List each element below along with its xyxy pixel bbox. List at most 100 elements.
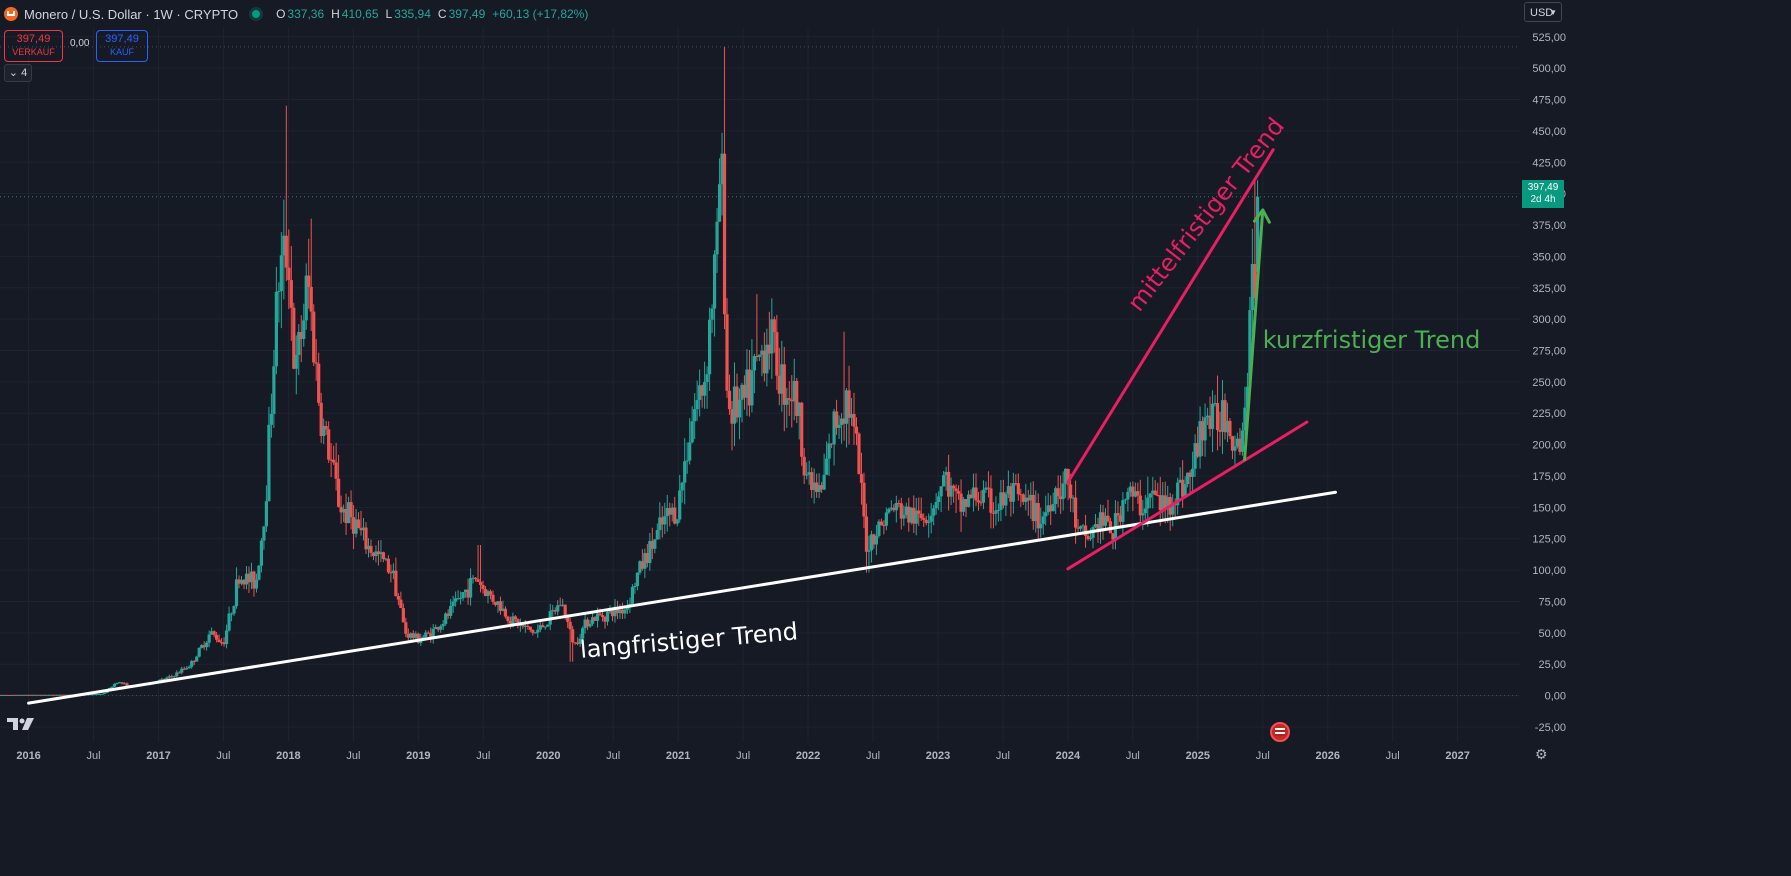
candle-body xyxy=(112,683,117,687)
candle-body xyxy=(1163,495,1167,510)
candle-body xyxy=(247,573,251,583)
candle-body xyxy=(341,508,346,513)
candle-body xyxy=(120,682,124,684)
candle-body xyxy=(864,516,869,552)
candle-body xyxy=(727,390,732,410)
candle-body xyxy=(292,307,296,369)
candle-body xyxy=(254,579,259,589)
candle-body xyxy=(411,633,415,638)
time-tick-label: Jul xyxy=(606,750,620,762)
candle-body xyxy=(653,539,657,549)
last-candle-body xyxy=(1255,196,1260,273)
candle-body xyxy=(1019,494,1023,496)
candle-body xyxy=(598,613,602,616)
candle-body xyxy=(618,609,622,614)
candle-body xyxy=(668,508,672,515)
candle-body xyxy=(45,694,49,696)
candle-body xyxy=(683,461,687,483)
candle-body xyxy=(1011,483,1015,502)
candle-body xyxy=(730,409,734,424)
candle-body xyxy=(665,508,669,517)
candle-body xyxy=(1248,310,1252,387)
candle-body xyxy=(1054,488,1058,505)
candle-body xyxy=(797,402,801,417)
candle-body xyxy=(187,666,191,669)
candle-body xyxy=(1078,526,1083,529)
candle-body xyxy=(429,633,433,639)
candle-body xyxy=(217,639,221,643)
candle-body xyxy=(496,601,500,605)
candle-body xyxy=(431,628,435,639)
candle-body xyxy=(284,235,288,268)
sell-button[interactable]: 397,49 VERKAUF xyxy=(4,30,63,62)
candle-body xyxy=(568,621,572,630)
time-tick-label: 2026 xyxy=(1315,750,1339,762)
price-tick-label: 25,00 xyxy=(1538,659,1566,671)
candle-body xyxy=(817,485,821,492)
candle-body xyxy=(583,619,587,629)
candle-body xyxy=(623,609,627,614)
candle-body xyxy=(725,314,729,391)
candle-body xyxy=(1240,430,1245,452)
candle-body xyxy=(516,619,520,627)
us-flag-icon[interactable] xyxy=(1270,722,1290,742)
settings-gear-icon[interactable]: ⚙ xyxy=(1535,746,1548,762)
candle-body xyxy=(399,599,403,609)
candle-body xyxy=(907,506,911,523)
candle-body xyxy=(949,485,953,497)
candle-body xyxy=(312,311,316,363)
candle-body xyxy=(58,694,62,696)
candle-body xyxy=(874,535,879,545)
candle-body xyxy=(1238,438,1242,452)
candle-body xyxy=(556,605,560,612)
candle-body xyxy=(566,617,570,622)
symbol-title[interactable]: Monero / U.S. Dollar · 1W · CRYPTO xyxy=(24,6,239,22)
candle-body xyxy=(777,375,781,394)
candle-body xyxy=(1004,493,1008,506)
buy-button[interactable]: 397,49 KAUF xyxy=(96,30,148,62)
price-tick-label: 425,00 xyxy=(1532,157,1566,169)
time-tick-label: Jul xyxy=(996,750,1010,762)
candle-body xyxy=(65,694,69,696)
time-axis: 2016 Jul 2017 Jul 2018 Jul 2019 Jul 2020 Jul 2021 J… xyxy=(16,750,1470,762)
candle-body xyxy=(466,589,470,598)
candle-body xyxy=(115,682,119,684)
candle-body xyxy=(267,424,271,502)
candle-body xyxy=(678,490,682,520)
candle-body xyxy=(1178,479,1182,483)
candle-body xyxy=(964,499,968,507)
price-tick-label: 175,00 xyxy=(1532,471,1566,483)
candle-body xyxy=(324,426,328,430)
candle-body xyxy=(110,686,114,688)
candle-body xyxy=(944,471,948,476)
candle-body xyxy=(991,512,996,514)
candle-body xyxy=(976,500,981,503)
time-tick-label: 2018 xyxy=(276,750,300,762)
candle-body xyxy=(436,626,440,630)
candle-body xyxy=(25,694,29,696)
candle-body xyxy=(807,472,811,475)
trend-label: kurzfristiger Trend xyxy=(1263,326,1481,354)
candle-body xyxy=(735,386,739,418)
indicators-toggle-button[interactable]: ⌄ 4 xyxy=(4,64,32,82)
candle-body xyxy=(486,591,490,597)
candle-body xyxy=(1051,504,1055,512)
currency-select[interactable]: USD ▼ xyxy=(1524,2,1562,22)
tradingview-logo-icon[interactable] xyxy=(6,716,36,732)
price-tick-label: -25,00 xyxy=(1535,722,1566,734)
candle-body xyxy=(232,606,236,614)
candle-body xyxy=(551,610,555,612)
time-tick-label: 2016 xyxy=(16,750,40,762)
candle-body xyxy=(889,507,893,509)
candle-body xyxy=(837,424,841,428)
candle-body xyxy=(956,491,961,494)
candle-body xyxy=(698,385,702,401)
chevron-down-icon: ⌄ xyxy=(8,67,19,79)
candle-body xyxy=(289,280,293,308)
candle-body xyxy=(165,677,169,680)
candle-body xyxy=(675,519,679,524)
candle-body xyxy=(1228,420,1232,437)
candle-body xyxy=(212,631,216,635)
candle-body xyxy=(546,624,550,627)
